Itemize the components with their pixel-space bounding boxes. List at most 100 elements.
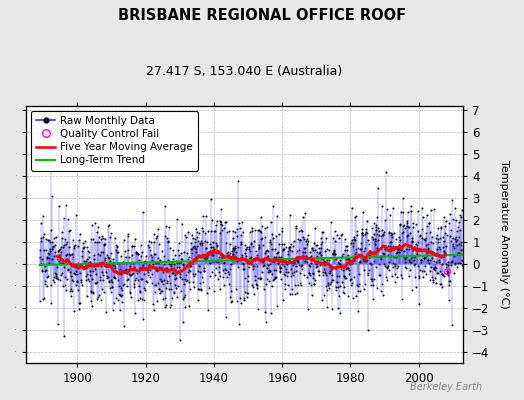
- Point: [272, 267, 281, 274]
- Point: [263, 265, 271, 272]
- Point: [353, 228, 362, 234]
- Point: [364, 272, 372, 278]
- Point: [446, 211, 454, 217]
- Point: [122, 266, 130, 273]
- Point: [75, 306, 83, 312]
- Point: [346, 260, 355, 267]
- Point: [36, 246, 45, 253]
- Point: [309, 275, 318, 281]
- Point: [96, 252, 104, 259]
- Point: [39, 234, 47, 241]
- Point: [276, 268, 285, 275]
- Point: [444, 259, 452, 266]
- Point: [246, 239, 255, 246]
- Point: [93, 239, 101, 246]
- Point: [104, 223, 112, 230]
- Point: [162, 284, 170, 291]
- Point: [413, 263, 422, 269]
- Point: [214, 276, 222, 282]
- Point: [39, 296, 47, 303]
- Point: [38, 266, 46, 273]
- Point: [55, 247, 63, 253]
- Point: [203, 289, 211, 296]
- Point: [304, 262, 313, 268]
- Point: [107, 230, 116, 236]
- Point: [341, 236, 349, 242]
- Point: [194, 297, 202, 303]
- Point: [121, 268, 129, 275]
- Point: [102, 252, 111, 258]
- Point: [342, 274, 351, 281]
- Point: [379, 251, 388, 257]
- Point: [253, 284, 261, 291]
- Point: [415, 274, 423, 281]
- Point: [204, 284, 213, 291]
- Point: [118, 292, 126, 298]
- Point: [180, 281, 188, 288]
- Point: [263, 246, 271, 253]
- Point: [254, 306, 262, 312]
- Point: [205, 248, 214, 254]
- Point: [85, 258, 94, 265]
- Point: [163, 235, 172, 242]
- Point: [64, 251, 73, 257]
- Point: [154, 280, 162, 286]
- Point: [125, 290, 134, 296]
- Point: [296, 270, 304, 276]
- Point: [414, 301, 423, 308]
- Point: [457, 247, 465, 253]
- Point: [349, 295, 357, 301]
- Point: [432, 234, 440, 241]
- Point: [261, 250, 269, 256]
- Point: [73, 271, 81, 278]
- Point: [161, 202, 169, 209]
- Point: [429, 276, 437, 283]
- Point: [74, 242, 82, 249]
- Point: [418, 268, 426, 274]
- Point: [332, 256, 340, 263]
- Point: [48, 246, 57, 252]
- Point: [137, 276, 145, 282]
- Point: [382, 274, 390, 281]
- Point: [168, 270, 176, 277]
- Point: [70, 308, 78, 314]
- Point: [385, 229, 394, 235]
- Point: [160, 304, 169, 310]
- Point: [439, 234, 447, 240]
- Point: [118, 259, 127, 266]
- Point: [411, 273, 419, 280]
- Point: [370, 231, 378, 238]
- Point: [277, 254, 285, 261]
- Point: [394, 246, 402, 252]
- Point: [59, 242, 68, 248]
- Point: [127, 271, 136, 278]
- Point: [458, 206, 466, 213]
- Point: [314, 250, 323, 256]
- Point: [405, 257, 413, 263]
- Point: [312, 242, 320, 248]
- Point: [214, 259, 223, 266]
- Point: [137, 253, 146, 259]
- Point: [203, 228, 212, 235]
- Point: [101, 236, 110, 242]
- Point: [157, 265, 166, 272]
- Point: [49, 243, 57, 249]
- Point: [203, 239, 211, 245]
- Point: [222, 266, 231, 273]
- Point: [406, 259, 414, 266]
- Point: [409, 224, 417, 230]
- Point: [209, 239, 217, 246]
- Point: [208, 258, 216, 264]
- Point: [388, 205, 397, 211]
- Point: [321, 268, 329, 275]
- Point: [451, 260, 460, 266]
- Point: [253, 263, 261, 269]
- Point: [436, 268, 444, 274]
- Point: [421, 237, 430, 244]
- Point: [162, 280, 171, 286]
- Point: [188, 279, 196, 285]
- Point: [252, 256, 260, 262]
- Point: [185, 279, 193, 286]
- Point: [58, 259, 67, 266]
- Point: [384, 252, 392, 258]
